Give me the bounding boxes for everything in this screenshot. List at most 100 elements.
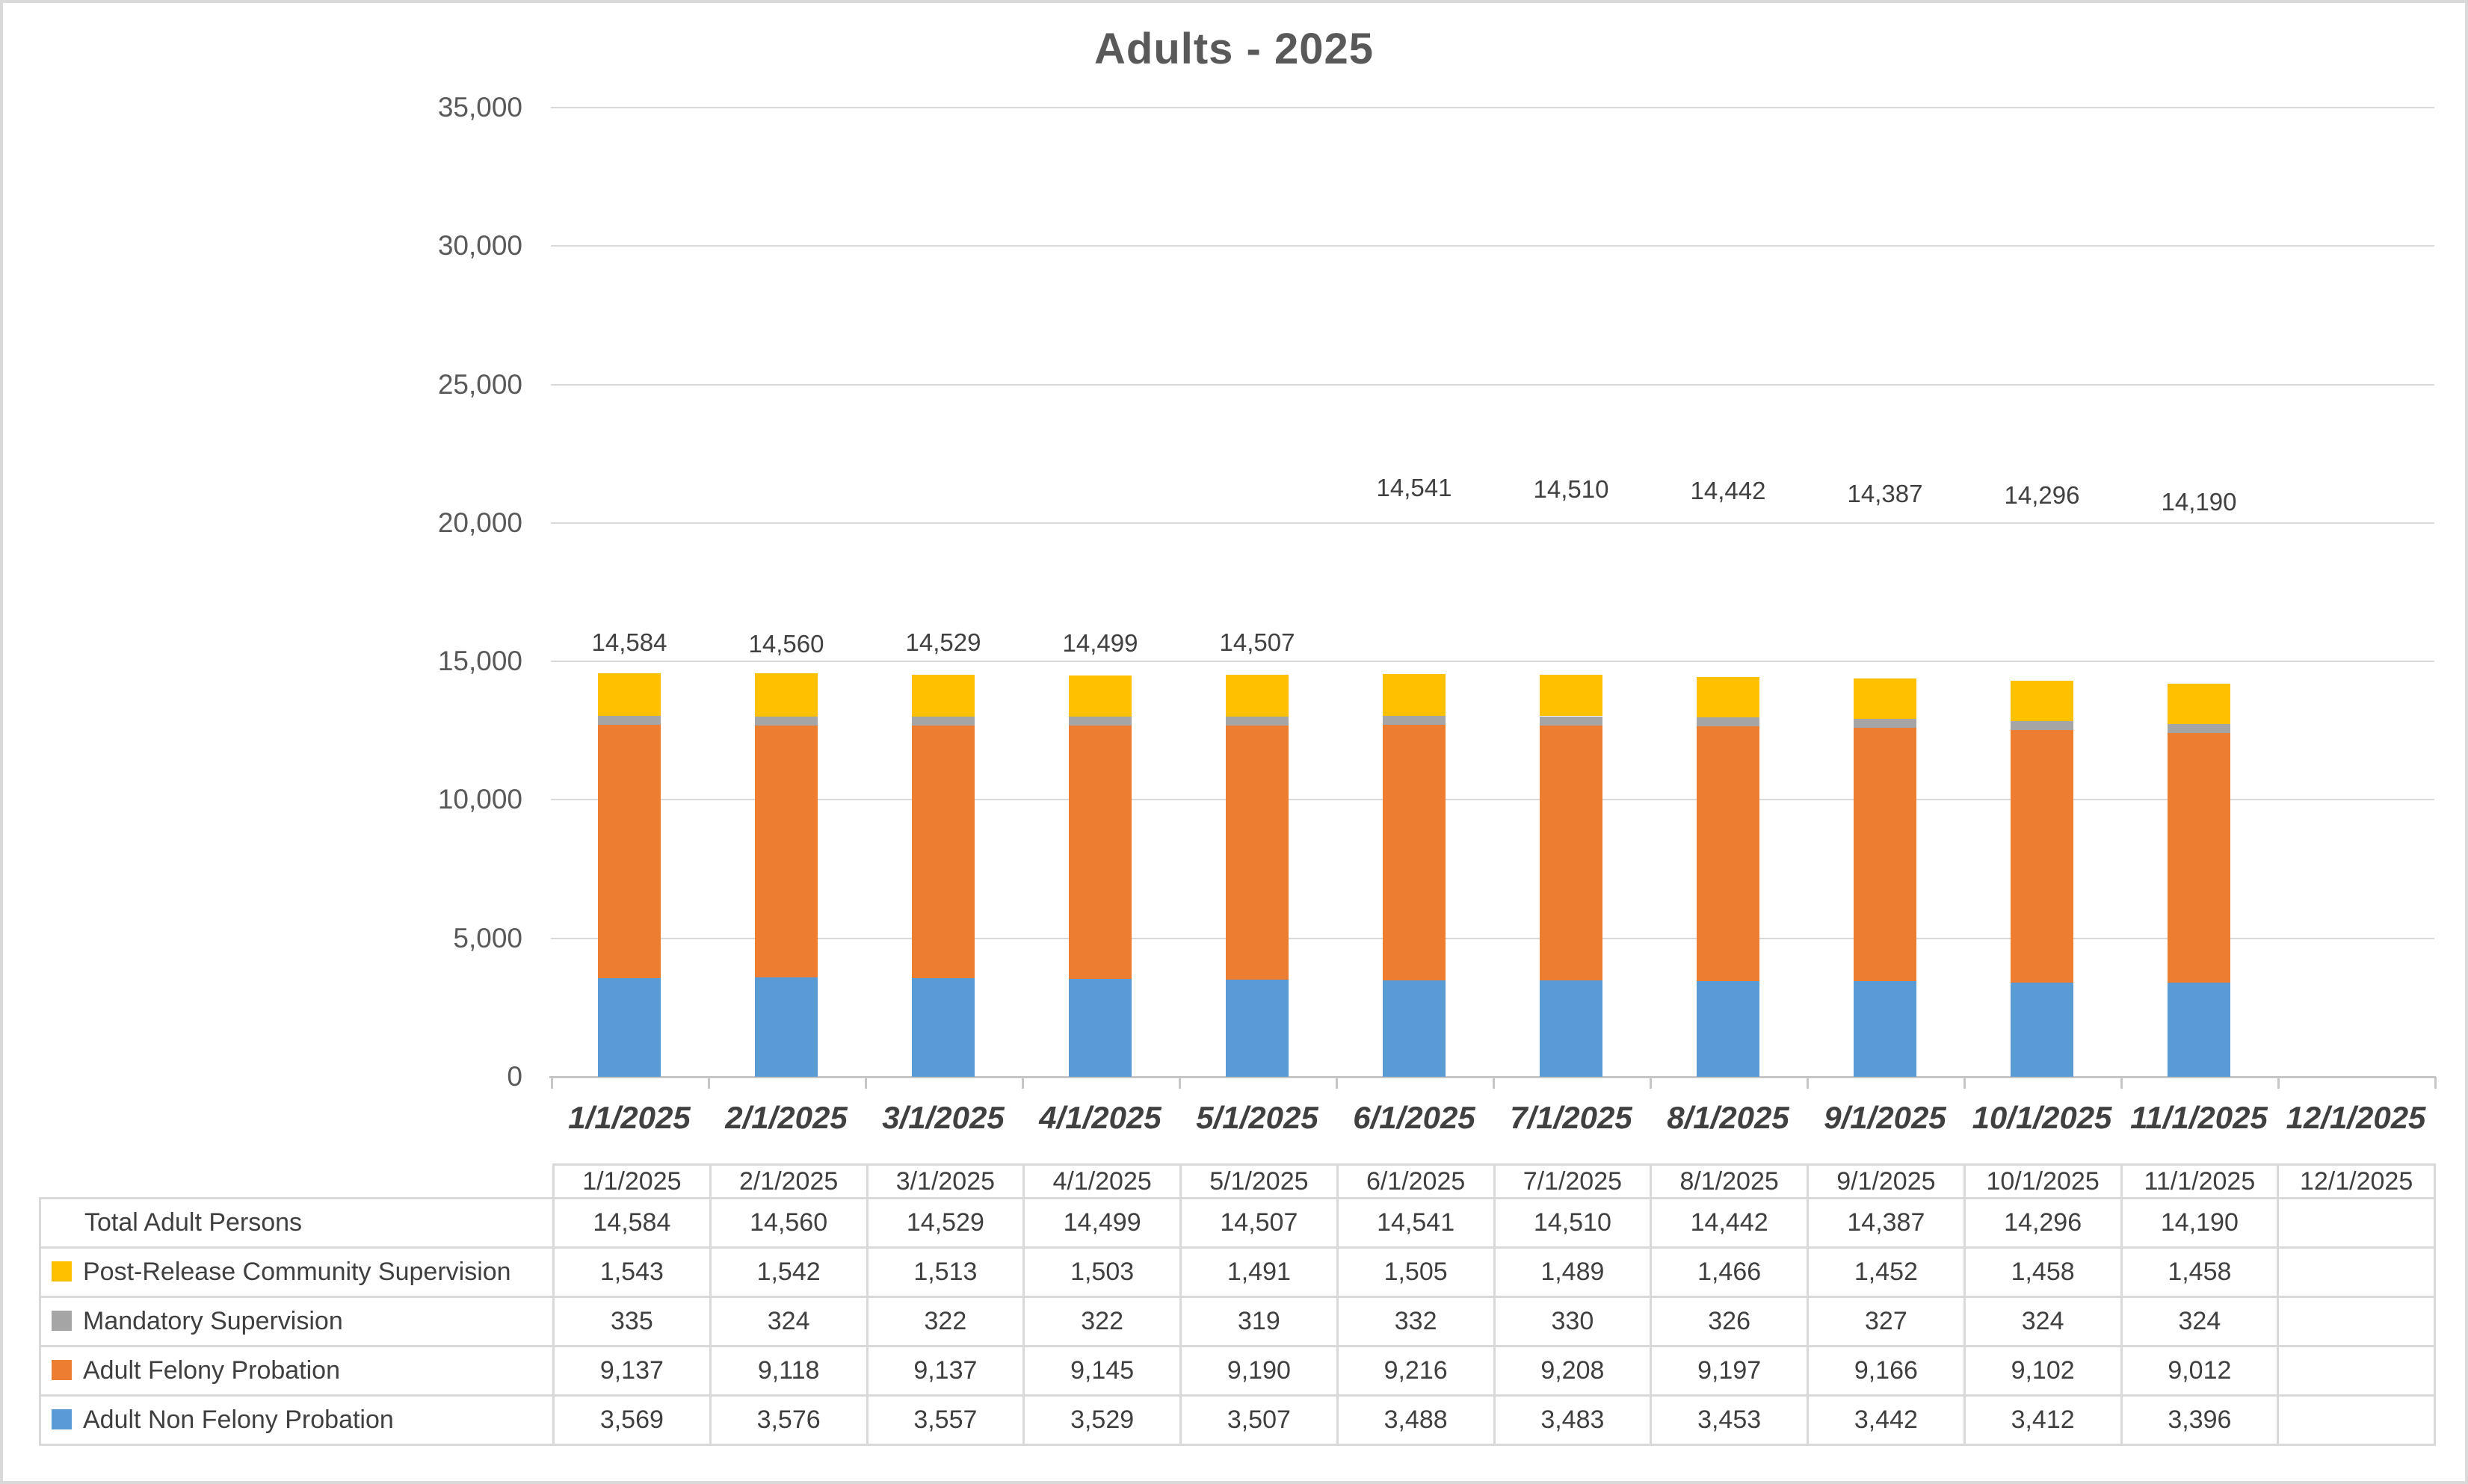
total-data-label: 14,442: [1690, 477, 1766, 504]
x-axis-tick: [1022, 1077, 1024, 1089]
bar-segment-adult-felony-probation: [1069, 726, 1132, 980]
x-axis-tick: [1493, 1077, 1495, 1089]
y-axis-tick-label: 10,000: [437, 784, 522, 815]
bar-segment-post-release-community-supervision: [1069, 675, 1132, 717]
legend-swatch-icon: [52, 1261, 72, 1282]
table-row: Mandatory Supervision 335 324 322 322 319 332 3…: [39, 1296, 2436, 1347]
x-axis-label: 10/1/2025: [1972, 1100, 2112, 1135]
table-row-label: Total Adult Persons: [39, 1197, 555, 1249]
table-value-cell: 324: [709, 1296, 869, 1347]
y-axis-tick-label: 0: [507, 1061, 522, 1092]
x-axis-label: 1/1/2025: [568, 1100, 691, 1135]
table-value-cell: 14,499: [1022, 1197, 1182, 1249]
x-axis-label: 9/1/2025: [1824, 1100, 1946, 1135]
gridline: [551, 383, 2434, 386]
table-value-cell: 3,483: [1493, 1394, 1653, 1446]
bar-segment-mandatory-supervision: [2011, 721, 2073, 731]
bar-segment-adult-felony-probation: [598, 725, 661, 978]
bar-segment-adult-non-felony-probation: [1226, 980, 1289, 1077]
table-row: Post-Release Community Supervision 1,543 1…: [39, 1246, 2436, 1298]
table-value-cell: 324: [2120, 1296, 2280, 1347]
table-row-label: Post-Release Community Supervision: [39, 1246, 555, 1298]
table-corner-cell: [40, 1164, 555, 1199]
table-value-cell: 9,166: [1807, 1345, 1966, 1397]
table-value-cell: 1,543: [552, 1246, 712, 1298]
x-axis-label: 2/1/2025: [725, 1100, 848, 1135]
x-axis-label: 11/1/2025: [2130, 1100, 2268, 1135]
table-row: Adult Non Felony Probation 3,569 3,576 3,55…: [39, 1394, 2436, 1446]
table-value-cell: 9,197: [1650, 1345, 1809, 1397]
table-value-cell: 14,560: [709, 1197, 869, 1249]
table-header-date: 10/1/2025: [1963, 1163, 2123, 1199]
bar-segment-adult-non-felony-probation: [1697, 981, 1759, 1077]
table-row-label: Adult Non Felony Probation: [39, 1394, 555, 1446]
gridline: [551, 937, 2434, 939]
table-value-cell: 319: [1179, 1296, 1339, 1347]
bar-segment-post-release-community-supervision: [1383, 674, 1446, 716]
table-header-date: 8/1/2025: [1650, 1163, 1809, 1199]
table-value-cell: 14,529: [866, 1197, 1025, 1249]
bar-segment-adult-felony-probation: [1697, 726, 1759, 982]
table-value-cell: 322: [1022, 1296, 1182, 1347]
bar-segment-post-release-community-supervision: [2011, 681, 2073, 722]
total-data-label: 14,190: [2161, 488, 2237, 516]
x-axis-tick: [2434, 1077, 2437, 1089]
table-value-cell: 9,216: [1336, 1345, 1496, 1397]
table-value-cell: 335: [552, 1296, 712, 1347]
bar-segment-adult-felony-probation: [2168, 733, 2230, 983]
y-axis: 0 5,000 10,000 15,000 20,000 25,000 30,000 35,0…: [287, 92, 522, 1092]
bar-segment-adult-felony-probation: [912, 725, 975, 979]
table-header-date: 4/1/2025: [1022, 1163, 1182, 1199]
bar-segment-post-release-community-supervision: [755, 673, 818, 717]
table-value-cell: 324: [1963, 1296, 2123, 1347]
table-value-cell: [2277, 1394, 2436, 1446]
bar-segment-post-release-community-supervision: [912, 674, 975, 717]
bar-segment-adult-non-felony-probation: [1540, 980, 1602, 1077]
table-value-cell: 3,453: [1650, 1394, 1809, 1446]
total-data-label: 14,499: [1062, 629, 1138, 657]
table-value-cell: 1,542: [709, 1246, 869, 1298]
bar-segment-post-release-community-supervision: [598, 673, 661, 716]
x-axis-label: 7/1/2025: [1510, 1100, 1632, 1135]
table-row-label: Mandatory Supervision: [39, 1296, 555, 1347]
table-value-cell: [2277, 1345, 2436, 1397]
bar-segment-adult-felony-probation: [2011, 730, 2073, 983]
bar-segment-post-release-community-supervision: [1854, 678, 1916, 719]
bar-segment-mandatory-supervision: [1540, 716, 1602, 726]
gridline: [551, 107, 2434, 108]
bar-segment-adult-felony-probation: [1226, 725, 1289, 980]
table-value-cell: 9,145: [1022, 1345, 1182, 1397]
table-value-cell: 3,569: [552, 1394, 712, 1446]
table-value-cell: 3,576: [709, 1394, 869, 1446]
table-value-cell: 3,529: [1022, 1394, 1182, 1446]
table-row: Total Adult Persons 14,584 14,560 14,529 14,…: [39, 1197, 2436, 1249]
gridline: [551, 245, 2434, 247]
x-axis-tick: [865, 1077, 867, 1089]
bar-segment-adult-felony-probation: [1540, 725, 1602, 980]
table-value-cell: [2277, 1197, 2436, 1249]
table-value-cell: 3,557: [866, 1394, 1025, 1446]
bar-segment-mandatory-supervision: [2168, 724, 2230, 734]
table-value-cell: 1,505: [1336, 1246, 1496, 1298]
bar-segment-mandatory-supervision: [1069, 717, 1132, 726]
table-value-cell: 9,118: [709, 1345, 869, 1397]
total-data-label: 14,296: [2004, 481, 2080, 509]
x-axis-tick: [1650, 1077, 1652, 1089]
bar-segment-post-release-community-supervision: [1697, 676, 1759, 718]
y-axis-tick-label: 25,000: [437, 368, 522, 400]
table-header-date: 1/1/2025: [552, 1163, 712, 1199]
table-row-label: Adult Felony Probation: [39, 1345, 555, 1397]
x-axis-label: 6/1/2025: [1353, 1100, 1475, 1135]
bar-segment-adult-felony-probation: [755, 725, 818, 978]
table-value-cell: 3,442: [1807, 1394, 1966, 1446]
x-axis-tick: [1336, 1077, 1338, 1089]
table-header-date: 3/1/2025: [866, 1163, 1025, 1199]
table-header-row: 1/1/2025 2/1/2025 3/1/2025 4/1/2025 5/1/2025…: [40, 1163, 2436, 1199]
table-value-cell: [2277, 1296, 2436, 1347]
total-data-label: 14,510: [1533, 475, 1609, 503]
table-header-date: 12/1/2025: [2277, 1163, 2436, 1199]
bar-segment-mandatory-supervision: [1383, 715, 1446, 726]
table-value-cell: 14,190: [2120, 1197, 2280, 1249]
bar-segment-mandatory-supervision: [1854, 718, 1916, 728]
